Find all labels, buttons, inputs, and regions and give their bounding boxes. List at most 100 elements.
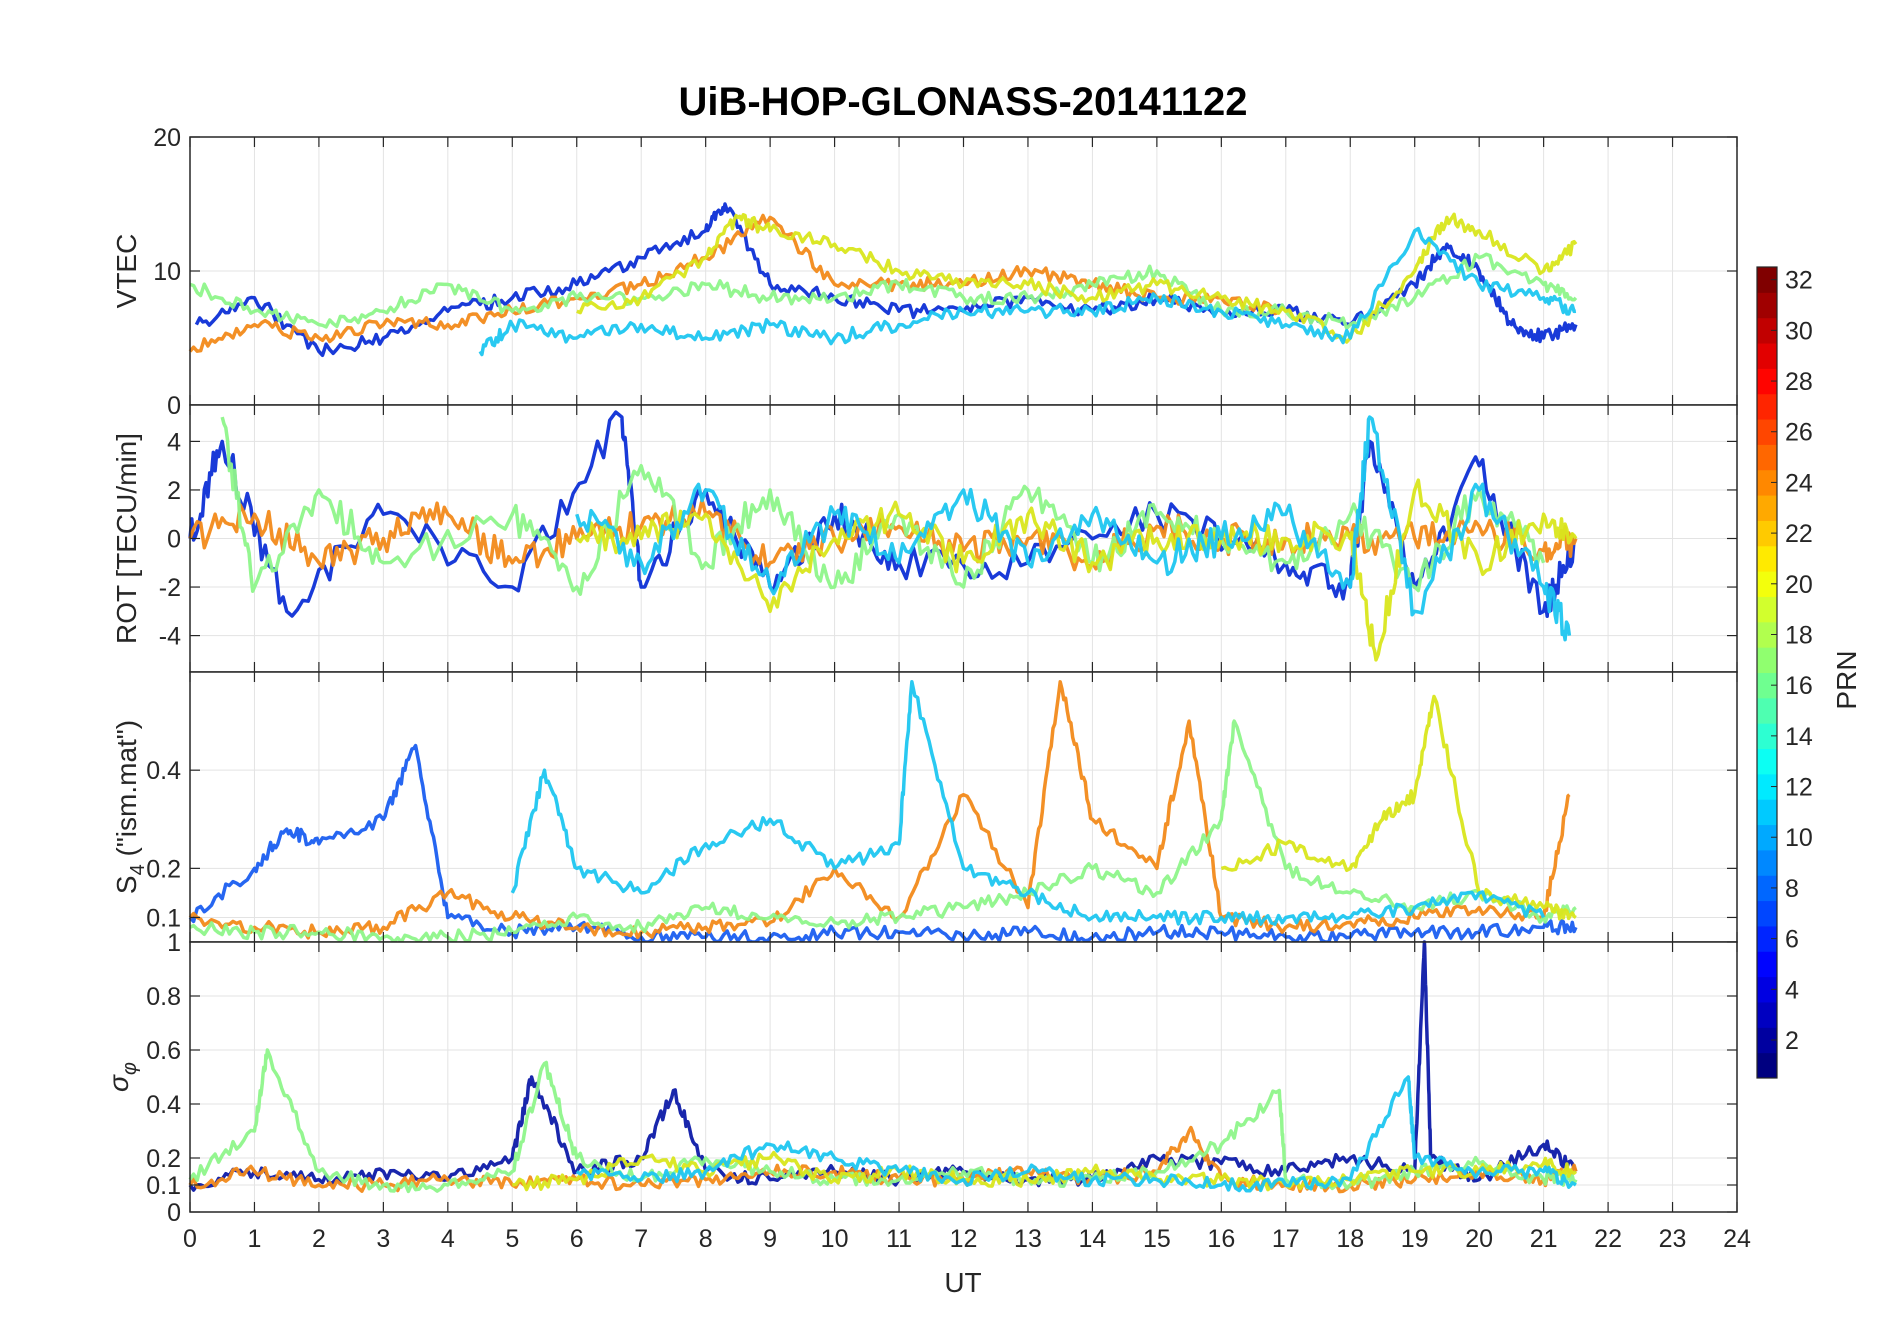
y-tick-label: 0.6	[146, 1037, 181, 1065]
y-axis-label-sub: φ	[119, 1062, 141, 1075]
y-tick-label: -4	[159, 623, 181, 651]
series-line	[189, 719, 1577, 944]
y-tick-label: 0	[167, 526, 181, 554]
colorbar-frame	[1756, 266, 1778, 1079]
colorbar-swatch	[1757, 925, 1777, 952]
colorbar-swatch	[1757, 1052, 1777, 1079]
x-tick-label: 18	[1336, 1225, 1364, 1253]
x-tick-label: 19	[1401, 1225, 1429, 1253]
colorbar-swatch	[1757, 748, 1777, 775]
colorbar-swatch	[1757, 545, 1777, 572]
series-line	[510, 680, 1546, 926]
y-axis-label-main: σ	[103, 1074, 134, 1092]
x-tick-label: 21	[1530, 1225, 1558, 1253]
colorbar-swatch	[1757, 951, 1777, 978]
y-tick-label: 20	[153, 124, 181, 152]
colorbar-tick-label: 10	[1785, 824, 1813, 852]
x-tick-label: 24	[1723, 1225, 1751, 1253]
y-tick-label: 0	[167, 1199, 181, 1227]
colorbar-swatch	[1757, 976, 1777, 1003]
colorbar-swatch	[1757, 343, 1777, 369]
colorbar-swatch	[1757, 267, 1777, 293]
panel-vtec: 0 10 20 VTEC	[111, 124, 1738, 420]
x-tick-label: 3	[376, 1225, 390, 1253]
x-tick-label: 10	[821, 1225, 849, 1253]
chart-title: UiB-HOP-GLONASS-20141122	[678, 80, 1247, 124]
colorbar-tick-label: 28	[1785, 368, 1813, 396]
x-tick-label: 16	[1207, 1225, 1235, 1253]
x-tick-label: 12	[950, 1225, 978, 1253]
colorbar-tick-label: 12	[1785, 774, 1813, 802]
colorbar-swatch	[1757, 672, 1777, 699]
x-tick-label: 13	[1014, 1225, 1042, 1253]
x-tick-label: 22	[1594, 1225, 1622, 1253]
colorbar-swatch	[1757, 875, 1777, 902]
colorbar-swatch	[1757, 596, 1777, 623]
y-tick-label: 2	[167, 477, 181, 505]
colorbar-swatch	[1757, 571, 1777, 597]
colorbar-tick-label: 16	[1785, 672, 1813, 700]
colorbar-swatch	[1757, 1001, 1777, 1028]
y-tick-label: 0.1	[146, 1172, 181, 1200]
colorbar-tick-label: 32	[1785, 267, 1813, 295]
y-axis-label: VTEC	[111, 234, 142, 309]
colorbar-swatch	[1757, 520, 1777, 547]
colorbar-tick-label: 18	[1785, 621, 1813, 649]
panel-rot: -4 -2 0 2 4 ROT [TECU/min]	[111, 404, 1738, 673]
series-line	[478, 226, 1577, 357]
colorbar-tick-label: 24	[1785, 469, 1813, 497]
y-axis-label-main: S	[111, 875, 142, 894]
colorbar-tick-label: 14	[1785, 723, 1813, 751]
x-tick-label: 15	[1143, 1225, 1171, 1253]
x-tick-label: 8	[699, 1225, 713, 1253]
y-tick-label: 0.1	[146, 904, 181, 932]
panel-s4: 0.10.20.4S4 ("ism.mat")	[111, 671, 1738, 944]
colorbar-swatch	[1757, 368, 1777, 395]
colorbar-tick-label: 6	[1785, 926, 1799, 954]
x-tick-label: 1	[248, 1225, 262, 1253]
series-line	[188, 213, 1288, 353]
colorbar-swatch	[1757, 393, 1777, 420]
colorbar-tick-label: 2	[1785, 1027, 1799, 1055]
y-tick-label: 1	[167, 929, 181, 957]
colorbar-swatch	[1757, 495, 1777, 521]
series-line	[188, 680, 1571, 940]
y-axis-label-sub: 4	[127, 864, 149, 875]
y-axis-label: σφ	[103, 1062, 141, 1092]
x-tick-label: 7	[634, 1225, 648, 1253]
series-line	[575, 415, 1572, 642]
y-tick-label: 0.2	[146, 1145, 181, 1173]
colorbar-swatch	[1757, 317, 1777, 344]
x-tick-label: 2	[312, 1225, 326, 1253]
y-tick-label: 4	[167, 428, 181, 456]
x-tick-label: 20	[1465, 1225, 1493, 1253]
y-tick-label: 0	[167, 392, 181, 420]
colorbar-swatch	[1757, 799, 1777, 826]
x-tick-label: 11	[886, 1225, 912, 1253]
colorbar-swatch	[1757, 697, 1777, 724]
panel-sigma-phi: 00.10.20.40.60.810 1 2 3 4 5 6 7 8 9 10 11 12 13 14 15 1…	[103, 929, 1751, 1253]
colorbar-swatch	[1757, 292, 1777, 319]
x-tick-label: 9	[763, 1225, 777, 1253]
colorbar-tick-label: 4	[1785, 976, 1799, 1004]
x-tick-label: 14	[1079, 1225, 1107, 1253]
y-tick-label: 0.4	[146, 757, 181, 785]
colorbar-swatch	[1757, 723, 1777, 750]
colorbar-swatch	[1757, 900, 1777, 927]
y-axis-label-rest: ("ism.mat")	[111, 720, 142, 864]
x-axis-label: UT	[944, 1267, 981, 1298]
x-tick-label: 6	[570, 1225, 584, 1253]
colorbar-swatch	[1757, 621, 1777, 648]
colorbar-swatch	[1757, 469, 1777, 496]
colorbar-swatch	[1757, 419, 1777, 445]
colorbar-tick-label: 20	[1785, 571, 1813, 599]
y-tick-label: -2	[159, 574, 181, 602]
y-tick-label: 10	[153, 258, 181, 286]
series-line	[575, 1075, 1577, 1193]
colorbar-swatch	[1757, 444, 1777, 471]
colorbar-tick-label: 26	[1785, 419, 1813, 447]
series-line	[1220, 694, 1577, 921]
colorbar-tick-label: 30	[1785, 317, 1813, 345]
